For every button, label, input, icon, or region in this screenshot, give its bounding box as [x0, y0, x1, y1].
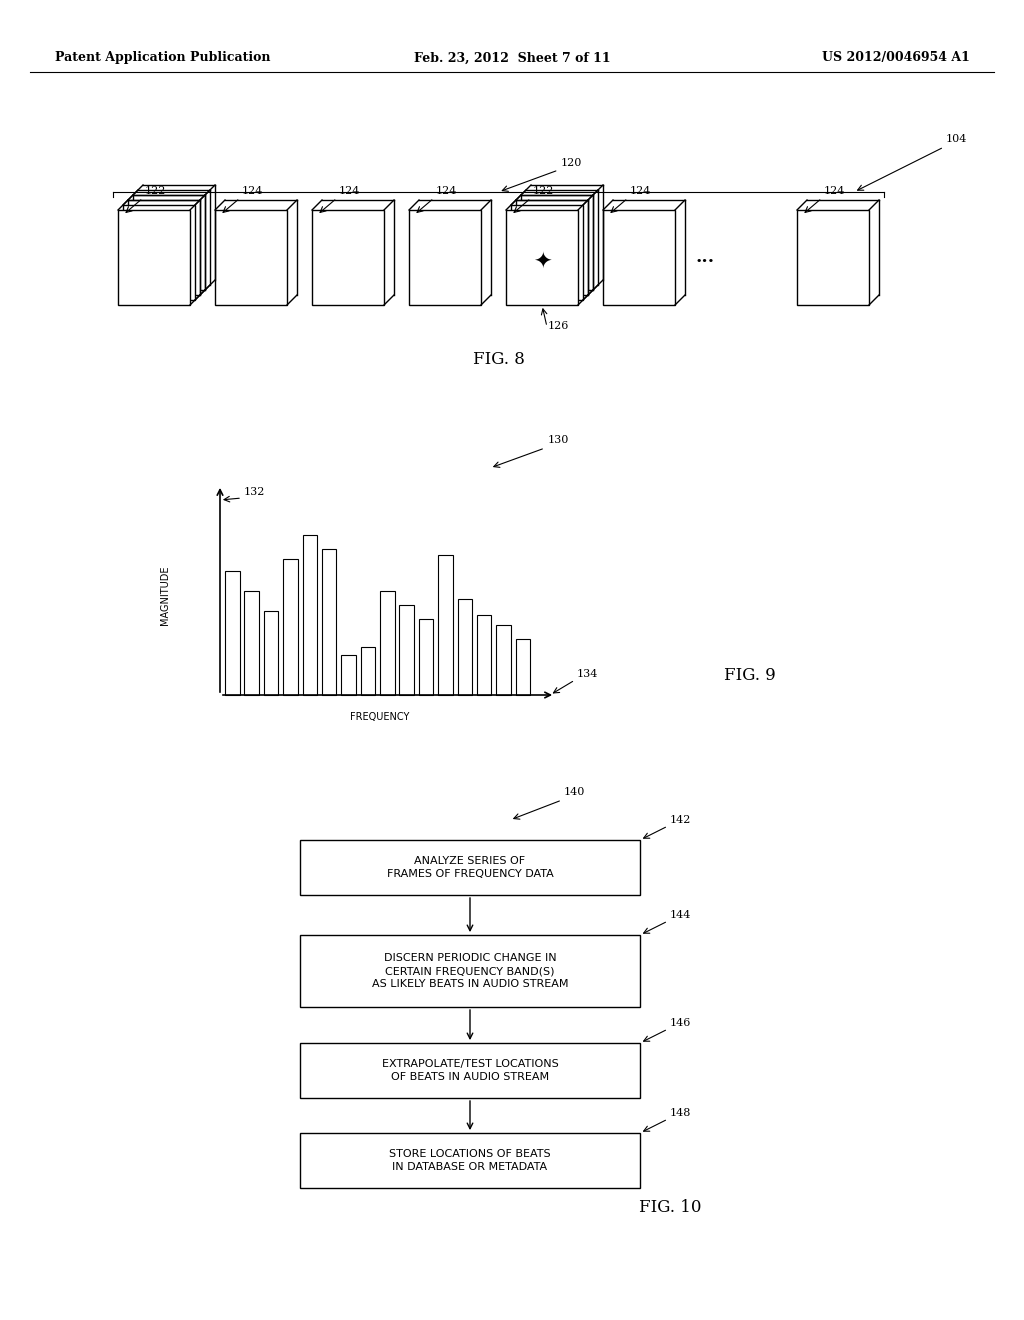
Text: 142: 142 — [670, 814, 691, 825]
Polygon shape — [215, 210, 287, 305]
Bar — [300, 1043, 640, 1098]
Bar — [300, 935, 640, 1007]
Text: 124: 124 — [436, 186, 458, 195]
Text: EXTRAPOLATE/TEST LOCATIONS
OF BEATS IN AUDIO STREAM: EXTRAPOLATE/TEST LOCATIONS OF BEATS IN A… — [382, 1059, 558, 1082]
Text: 140: 140 — [564, 787, 586, 797]
Text: 134: 134 — [577, 669, 598, 678]
Text: MAGNITUDE: MAGNITUDE — [160, 565, 170, 624]
Polygon shape — [123, 205, 195, 300]
Text: 126: 126 — [548, 321, 569, 331]
Text: 122: 122 — [534, 186, 554, 195]
Bar — [497, 624, 511, 696]
Bar — [300, 1133, 640, 1188]
Polygon shape — [521, 195, 593, 290]
Text: 124: 124 — [242, 186, 263, 195]
Text: 148: 148 — [670, 1107, 691, 1118]
Text: FREQUENCY: FREQUENCY — [350, 711, 410, 722]
Bar — [438, 554, 453, 696]
Text: 146: 146 — [670, 1018, 691, 1028]
Text: 132: 132 — [244, 487, 265, 498]
Bar — [399, 605, 414, 696]
Polygon shape — [133, 195, 205, 290]
Text: Feb. 23, 2012  Sheet 7 of 11: Feb. 23, 2012 Sheet 7 of 11 — [414, 51, 610, 65]
Text: ✦: ✦ — [532, 252, 551, 272]
Bar — [264, 611, 279, 696]
Text: ANALYZE SERIES OF
FRAMES OF FREQUENCY DATA: ANALYZE SERIES OF FRAMES OF FREQUENCY DA… — [387, 855, 553, 879]
Bar — [300, 840, 640, 895]
Text: 144: 144 — [670, 909, 691, 920]
Polygon shape — [511, 205, 583, 300]
Text: Patent Application Publication: Patent Application Publication — [55, 51, 270, 65]
Polygon shape — [128, 201, 200, 294]
Bar — [360, 647, 375, 696]
Bar — [516, 639, 530, 696]
Bar — [302, 535, 317, 696]
Polygon shape — [312, 210, 384, 305]
Bar — [322, 549, 337, 696]
Text: 104: 104 — [946, 135, 968, 144]
Bar — [380, 591, 394, 696]
Text: STORE LOCATIONS OF BEATS
IN DATABASE OR METADATA: STORE LOCATIONS OF BEATS IN DATABASE OR … — [389, 1148, 551, 1172]
Text: 120: 120 — [560, 158, 582, 168]
Text: 130: 130 — [548, 436, 569, 445]
Text: FIG. 10: FIG. 10 — [639, 1200, 701, 1217]
Text: 124: 124 — [630, 186, 651, 195]
Text: FIG. 8: FIG. 8 — [472, 351, 524, 368]
Text: 124: 124 — [824, 186, 846, 195]
Polygon shape — [506, 210, 578, 305]
Text: 124: 124 — [339, 186, 360, 195]
Polygon shape — [797, 210, 869, 305]
Bar — [225, 572, 240, 696]
Bar — [458, 599, 472, 696]
Text: ...: ... — [695, 248, 715, 267]
Bar — [245, 591, 259, 696]
Text: FIG. 9: FIG. 9 — [724, 667, 776, 684]
Polygon shape — [516, 201, 588, 294]
Polygon shape — [603, 210, 675, 305]
Polygon shape — [409, 210, 481, 305]
Bar — [283, 558, 298, 696]
Bar — [419, 619, 433, 696]
Text: DISCERN PERIODIC CHANGE IN
CERTAIN FREQUENCY BAND(S)
AS LIKELY BEATS IN AUDIO ST: DISCERN PERIODIC CHANGE IN CERTAIN FREQU… — [372, 953, 568, 989]
Bar — [477, 615, 492, 696]
Text: 122: 122 — [145, 186, 166, 195]
Bar — [341, 655, 355, 696]
Text: US 2012/0046954 A1: US 2012/0046954 A1 — [822, 51, 970, 65]
Polygon shape — [118, 210, 190, 305]
